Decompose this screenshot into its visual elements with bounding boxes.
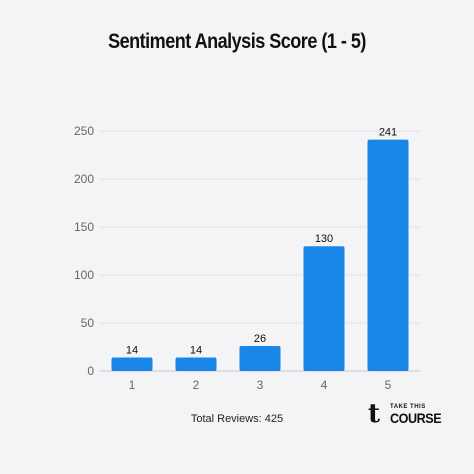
bars-layer [111, 139, 409, 371]
y-tick-label: 150 [74, 220, 94, 234]
total-reviews-note: Total Reviews: 425 [190, 413, 284, 425]
labels-layer: 0 50 100 150 200 250 14 1 14 2 26 3 130 4 241 5 [74, 124, 397, 392]
data-label: 14 [190, 345, 202, 357]
bar [303, 246, 345, 371]
bar [175, 357, 217, 371]
x-tick-label: 3 [257, 378, 264, 392]
bar [239, 346, 281, 371]
data-label: 130 [315, 233, 333, 245]
x-tick-label: 4 [321, 378, 328, 392]
data-label: 26 [254, 333, 266, 345]
y-tick-label: 0 [87, 364, 94, 378]
x-tick-label: 5 [385, 378, 392, 392]
x-tick-label: 1 [129, 378, 136, 392]
y-tick-label: 100 [74, 268, 94, 282]
y-tick-label: 200 [74, 172, 94, 186]
data-label: 241 [379, 127, 397, 139]
brand-tagline: TAKE THIS [390, 404, 426, 410]
x-tick-label: 2 [193, 378, 200, 392]
y-tick-label: 50 [81, 316, 95, 330]
bar [111, 357, 153, 371]
chart-title: Sentiment Analysis Score (1 - 5) [108, 30, 366, 53]
data-label: 14 [126, 345, 138, 357]
bar [367, 139, 409, 371]
brand-mark-icon: t [368, 399, 381, 429]
take-this-course-logo: t TAKE THIS COURSE [368, 399, 442, 429]
y-tick-label: 250 [74, 124, 94, 138]
brand-name: COURSE [390, 410, 442, 426]
